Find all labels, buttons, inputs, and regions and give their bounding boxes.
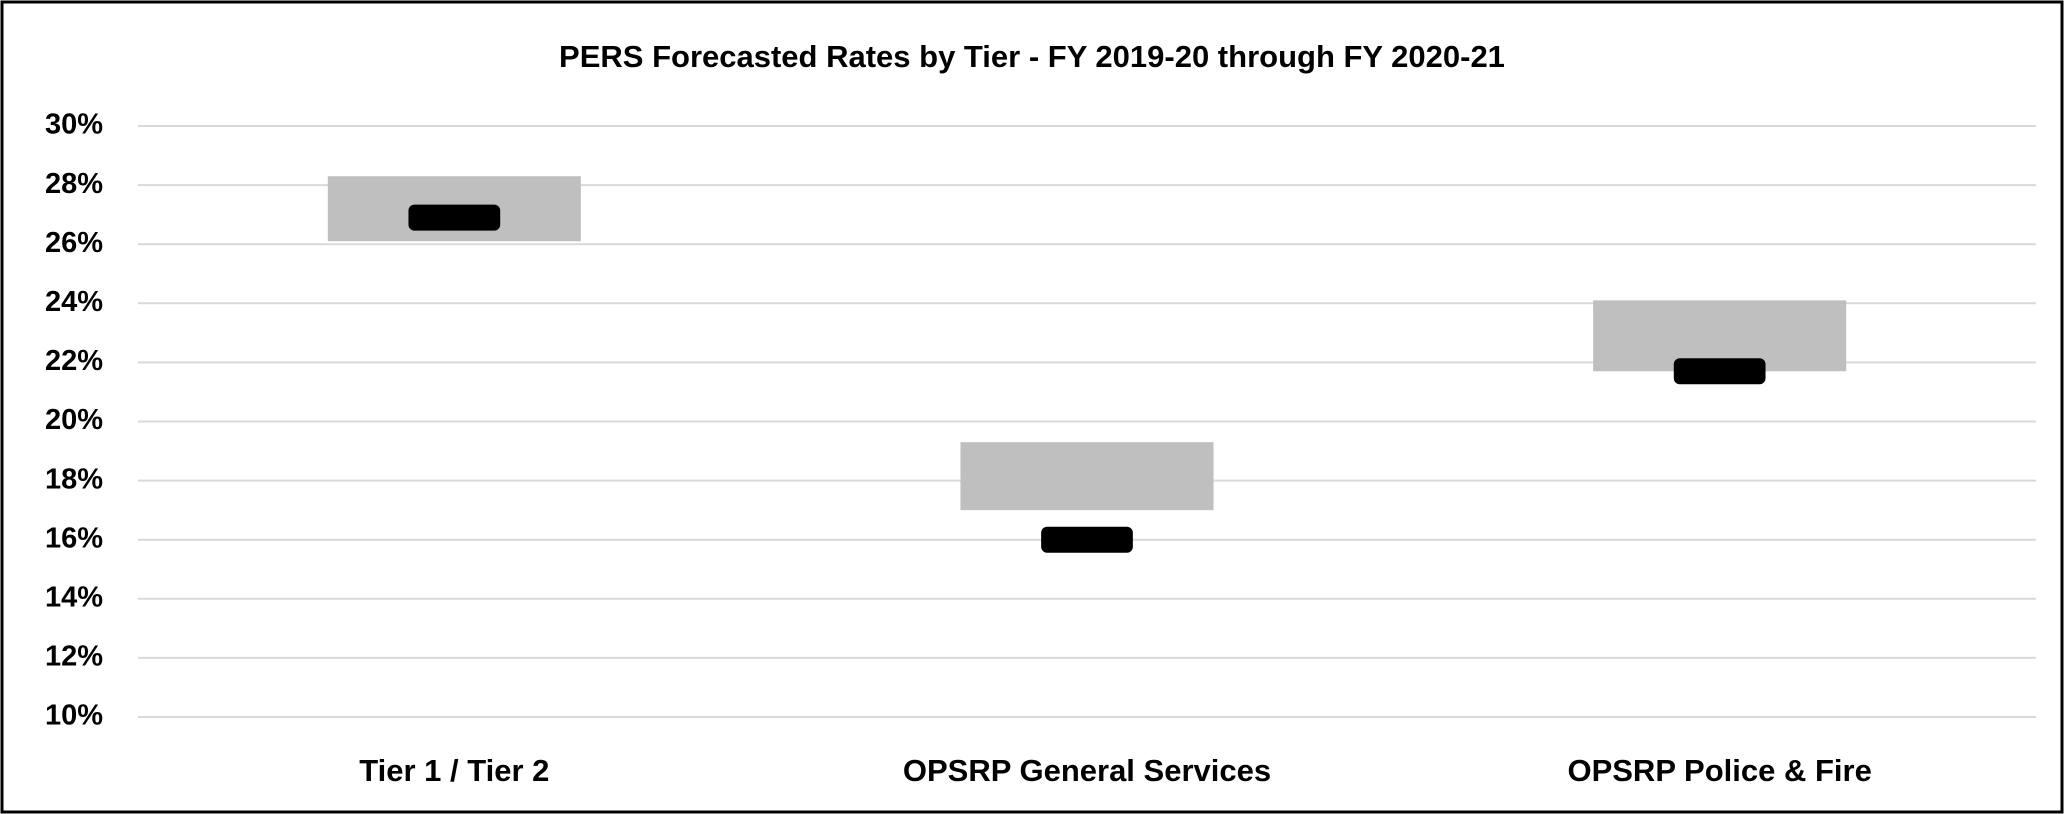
marker [1673,358,1766,385]
range-bar [960,442,1214,511]
marker [408,204,501,231]
y-tick-label: 22% [45,345,103,377]
x-tick-label: Tier 1 / Tier 2 [359,753,549,788]
y-tick-label: 28% [45,168,103,200]
y-tick-label: 18% [45,463,103,495]
y-tick-label: 20% [45,404,103,436]
y-tick-label: 14% [45,581,103,613]
y-tick-label: 30% [45,109,103,141]
y-tick-label: 10% [45,700,103,732]
x-tick-label: OPSRP General Services [903,753,1271,788]
y-tick-label: 16% [45,522,103,554]
y-tick-label: 26% [45,227,103,259]
x-tick-label: OPSRP Police & Fire [1567,753,1871,788]
marker [1041,526,1133,553]
y-tick-label: 12% [45,641,103,673]
y-tick-label: 24% [45,286,103,318]
chart-title: PERS Forecasted Rates by Tier - FY 2019-… [559,39,1505,74]
